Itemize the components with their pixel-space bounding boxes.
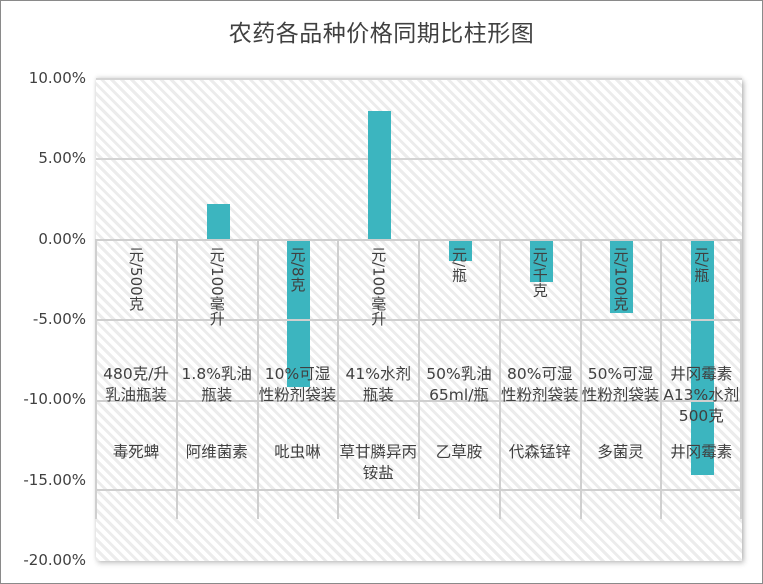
table-divider <box>337 238 340 519</box>
y-tick-label: 10.00% <box>28 69 86 87</box>
y-tick-label: -20.00% <box>23 551 86 569</box>
spec-label: 480克/升乳油瓶装 <box>103 364 169 404</box>
table-divider <box>418 238 420 519</box>
y-tick-label: -5.00% <box>32 310 86 328</box>
bar-井冈霉素 <box>691 240 715 476</box>
category-label: 多菌灵 <box>597 442 644 461</box>
unit-cell: 元/100毫升 <box>177 247 257 357</box>
unit-label: 元/100毫升 <box>369 246 388 326</box>
gridline <box>96 78 742 80</box>
unit-label: 元/100克 <box>611 246 630 311</box>
y-tick-label: 5.00% <box>38 149 86 168</box>
table-divider <box>95 238 97 519</box>
unit-label: 元/瓶 <box>450 246 468 282</box>
bar-阿维菌素 <box>206 204 230 240</box>
category-label: 毒死蜱 <box>112 442 160 461</box>
y-tick-label: -15.00% <box>23 470 86 489</box>
y-tick-label: -10.00% <box>23 390 86 409</box>
bar-乙草胺 <box>448 240 472 261</box>
unit-label: 元/瓶 <box>692 246 711 282</box>
category-label: 乙草胺 <box>435 442 483 461</box>
unit-cell: 元/8克 <box>258 247 338 357</box>
unit-cell: 元/500克 <box>96 247 176 357</box>
spec-label: 10%可湿性粉剂袋装 <box>258 364 337 404</box>
bar-代森锰锌 <box>529 240 553 283</box>
unit-cell: 元/瓶 <box>419 247 499 357</box>
table-divider <box>175 238 178 519</box>
spec-label: 50%乳油65ml/瓶 <box>426 364 492 404</box>
spec-label: 41%水剂瓶装 <box>345 364 411 404</box>
unit-cell: 元/千克 <box>500 247 580 357</box>
table-divider <box>498 238 501 519</box>
table-divider <box>660 238 663 519</box>
bar-吡虫啉 <box>287 240 311 387</box>
category-label: 吡虫啉 <box>274 442 321 461</box>
table-divider <box>740 238 742 519</box>
bar-多菌灵 <box>610 240 634 313</box>
category-table: 元/500克 480克/升乳油瓶装毒死蜱 元/100毫升 1.8%乳油瓶装阿维菌素 元/… <box>95 238 742 519</box>
category-label: 代森锰锌 <box>508 442 571 461</box>
unit-label: 元/千克 <box>530 246 549 297</box>
bar-草甘膦异丙铵盐 <box>368 111 392 240</box>
chart-title: 农药各品种价格同期比柱形图 <box>228 21 535 47</box>
category-label: 井冈霉素 <box>670 442 733 461</box>
table-divider <box>256 238 259 519</box>
plot-area: 元/500克 480克/升乳油瓶装毒死蜱 元/100毫升 1.8%乳油瓶装阿维菌素 元/… <box>95 78 742 561</box>
spec-label: 50%可湿性粉剂袋装 <box>581 364 660 404</box>
gridline <box>96 158 742 161</box>
unit-cell: 元/100毫升 <box>338 247 418 357</box>
unit-cell: 元/瓶 <box>661 247 741 357</box>
category-label: 草甘膦异丙铵盐 <box>339 442 417 482</box>
unit-label: 元/8克 <box>288 246 307 292</box>
table-divider <box>579 238 582 519</box>
unit-label: 元/100毫升 <box>207 246 226 326</box>
y-tick-label: 0.00% <box>38 229 86 248</box>
unit-cell: 元/100克 <box>581 247 661 357</box>
spec-label: 80%可湿性粉剂袋装 <box>500 364 579 404</box>
unit-label: 元/500克 <box>127 246 145 311</box>
spec-label: 1.8%乳油瓶装 <box>181 364 252 404</box>
category-label: 阿维菌素 <box>185 442 248 461</box>
spec-label: 井冈霉素A13%水剂 500克 <box>663 364 740 425</box>
